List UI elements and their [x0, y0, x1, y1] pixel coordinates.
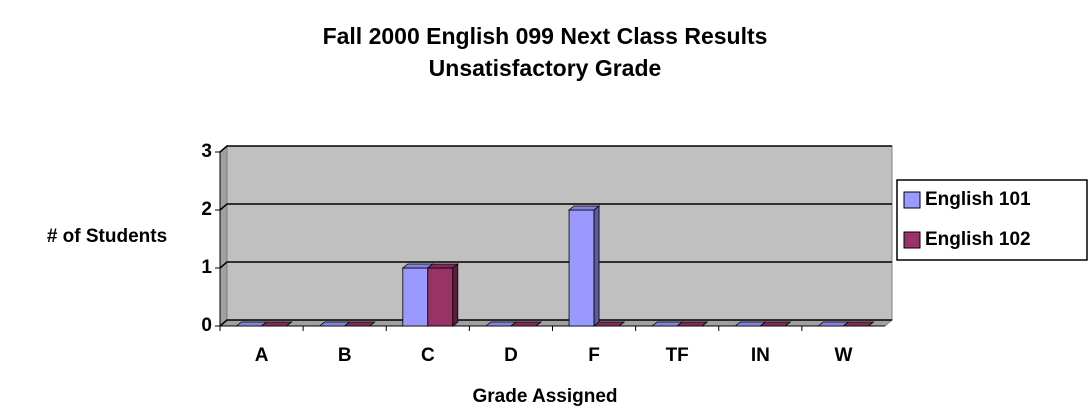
x-tick-label: W: [834, 345, 852, 366]
bar-side: [701, 321, 708, 327]
grid-line: [219, 261, 892, 269]
side-wall: [219, 144, 228, 328]
bar-front: [427, 267, 454, 327]
grid-segment: [219, 203, 892, 211]
x-tick-label: A: [255, 345, 269, 366]
x-tick-label: TF: [666, 345, 689, 366]
legend-box: [896, 179, 1088, 261]
bar-side: [369, 321, 375, 327]
bar-side: [286, 321, 292, 327]
grid-line: [219, 203, 892, 211]
y-axis-label: # of Students: [47, 226, 167, 247]
bar: [676, 321, 709, 327]
bar-side: [785, 321, 791, 327]
y-tick-label: 2: [201, 199, 212, 220]
back-wall: [226, 145, 893, 321]
grid-line: [219, 145, 892, 153]
legend-label: English 102: [925, 229, 1031, 250]
bar-side: [535, 321, 542, 327]
bar-front: [402, 267, 429, 327]
legend-swatch: [903, 191, 921, 209]
bar: [759, 321, 792, 327]
chart-subtitle: Unsatisfactory Grade: [429, 55, 662, 81]
bar-front: [568, 209, 595, 327]
legend-swatch: [903, 231, 921, 249]
y-tick-label: 0: [201, 315, 212, 336]
x-tick-label: IN: [751, 345, 770, 366]
x-tick-label: B: [338, 345, 352, 366]
x-tick-label: F: [588, 345, 600, 366]
bar-side: [452, 263, 459, 327]
bar: [426, 263, 459, 327]
bar: [592, 321, 626, 327]
bar-side: [868, 321, 874, 327]
bar: [567, 205, 601, 327]
legend-label: English 101: [925, 189, 1031, 210]
x-axis-label: Grade Assigned: [472, 386, 617, 407]
grid-segment: [219, 319, 892, 327]
grid-line: [219, 319, 892, 327]
y-tick-label: 3: [201, 141, 212, 162]
bar: [842, 321, 875, 327]
chart-title: Fall 2000 English 099 Next Class Results: [323, 23, 768, 49]
y-tick-label: 1: [201, 257, 212, 278]
grid-segment: [219, 145, 892, 153]
grid-segment: [219, 261, 892, 269]
bar-side: [618, 321, 625, 327]
bar: [343, 321, 376, 327]
x-tick-label: C: [421, 345, 435, 366]
bar: [509, 321, 543, 327]
bar: [260, 321, 293, 327]
x-tick-label: D: [504, 345, 518, 366]
bar-side: [593, 205, 600, 327]
